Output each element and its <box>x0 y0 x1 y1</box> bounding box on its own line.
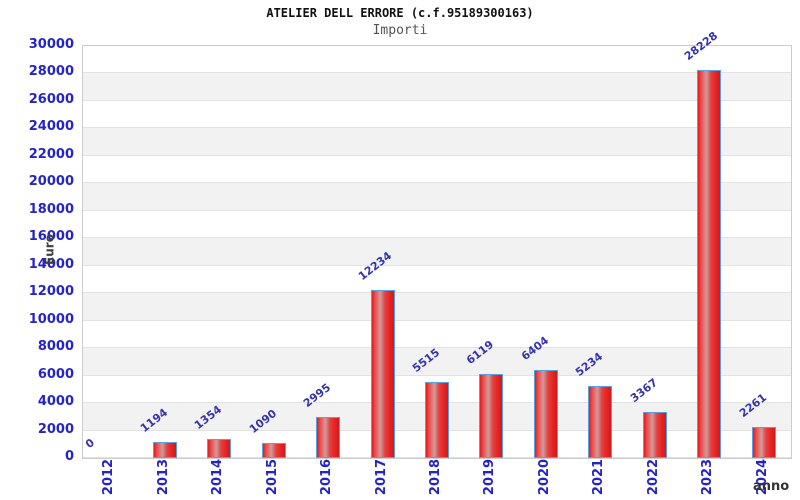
chart-title: ATELIER DELL ERRORE (c.f.95189300163) <box>266 6 534 20</box>
grid-band <box>83 183 791 211</box>
bar-2017 <box>370 290 395 458</box>
x-tick-label: 2015 <box>264 458 280 496</box>
chart-subtitle: Importi <box>372 23 428 38</box>
bar-2013 <box>152 441 177 458</box>
bar-2016 <box>316 416 341 458</box>
x-tick-label: 2013 <box>155 458 171 496</box>
grid-band <box>83 320 791 349</box>
x-tick-label: 2021 <box>591 458 607 496</box>
bar-2014 <box>207 439 232 458</box>
grid-band <box>83 155 791 184</box>
y-tick-label: 10000 <box>28 311 74 327</box>
x-tick-label: 2023 <box>700 458 716 496</box>
bar-2023 <box>697 70 722 458</box>
x-tick-label: 2014 <box>210 458 226 496</box>
grid-band <box>83 265 791 294</box>
y-tick-label: 8000 <box>37 339 74 355</box>
grid-band <box>83 210 791 239</box>
bar-2015 <box>261 443 286 458</box>
y-tick-label: 20000 <box>28 174 74 190</box>
bar-2019 <box>479 373 504 458</box>
grid-band <box>83 348 791 376</box>
x-tick-label: 2020 <box>536 458 552 496</box>
y-tick-label: 2000 <box>37 421 74 437</box>
y-tick-label: 16000 <box>28 229 74 245</box>
bar-2022 <box>642 411 667 458</box>
x-tick-label: 2019 <box>482 458 498 496</box>
y-tick-label: 26000 <box>28 91 74 107</box>
x-tick-label: 2012 <box>101 458 117 496</box>
grid-band <box>83 293 791 321</box>
y-tick-label: 14000 <box>28 256 74 272</box>
y-tick-label: 6000 <box>37 366 74 382</box>
x-tick-label: 2016 <box>319 458 335 496</box>
y-tick-label: 30000 <box>28 37 74 52</box>
y-tick-label: 28000 <box>28 64 74 80</box>
grid-band <box>83 46 791 74</box>
bar-2024 <box>751 426 776 458</box>
grid-band <box>83 128 791 156</box>
y-axis-title: Euro <box>42 234 57 265</box>
grid-band <box>83 100 791 129</box>
x-tick-label: 2017 <box>373 458 389 496</box>
grid-band <box>83 73 791 101</box>
y-tick-label: 24000 <box>28 119 74 135</box>
bar-2020 <box>533 370 558 458</box>
y-tick-label: 12000 <box>28 284 74 300</box>
x-axis-title: anno <box>753 479 790 494</box>
x-tick-label: 2022 <box>645 458 661 496</box>
plot-area: 0 1194 1354 1090 2995 12234 5515 6119 6404 5234 33… <box>82 30 792 459</box>
x-tick-label: 2018 <box>428 458 443 496</box>
bar-2018 <box>425 382 449 458</box>
y-tick-label: 18000 <box>28 201 74 217</box>
y-tick-label: 22000 <box>28 146 74 162</box>
y-tick-label: 0 <box>64 449 74 464</box>
grid-band <box>83 238 791 266</box>
bar-2021 <box>588 386 613 458</box>
y-tick-label: 4000 <box>37 394 74 410</box>
